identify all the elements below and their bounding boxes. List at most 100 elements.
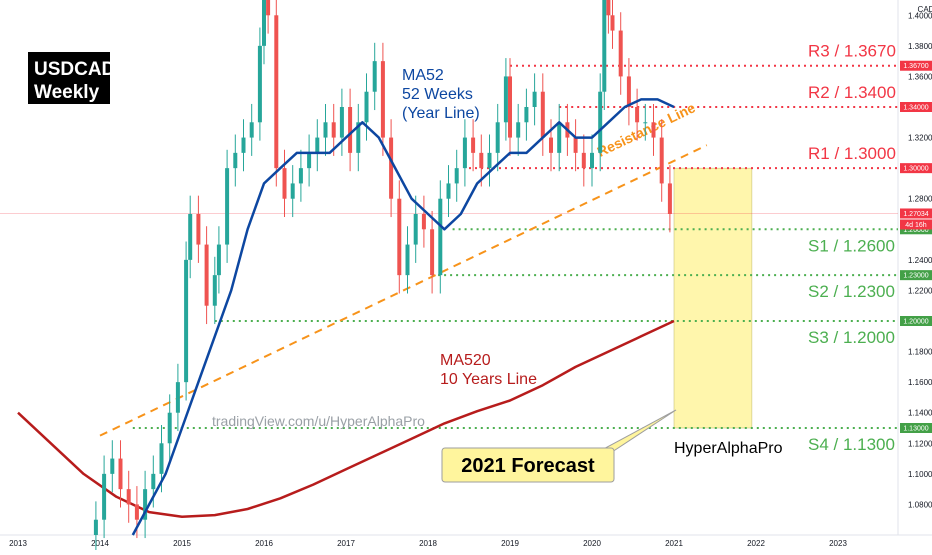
currency-label: CAD xyxy=(918,5,932,14)
y-tick-label: 1.22000 xyxy=(908,286,932,295)
support-label: S3 / 1.2000 xyxy=(808,328,895,347)
support-tag xyxy=(900,316,932,326)
y-tick-label: 1.32000 xyxy=(908,134,932,143)
candle-body xyxy=(290,183,295,199)
candle-body xyxy=(421,214,426,230)
support-label: S4 / 1.1300 xyxy=(808,435,895,454)
candle-body xyxy=(323,122,328,138)
candle-body xyxy=(549,137,553,153)
candle-body xyxy=(602,0,607,92)
ma520-label-title: MA520 xyxy=(440,352,491,369)
candle-body xyxy=(659,137,664,184)
resistance-tag xyxy=(900,102,932,112)
support-label: S2 / 1.2300 xyxy=(808,282,895,301)
support-tag xyxy=(900,270,932,281)
candle-body xyxy=(315,137,320,153)
candle-body xyxy=(516,122,521,138)
forecast-callout-text: 2021 Forecast xyxy=(461,455,595,477)
forecast-zone xyxy=(673,167,753,429)
title-symbol: USDCAD xyxy=(34,59,115,80)
candle-body xyxy=(204,244,209,306)
support-tag-text: 1.23000 xyxy=(903,273,928,280)
resistance-trendline xyxy=(99,144,708,437)
candle-body xyxy=(225,168,230,245)
candle-body xyxy=(298,168,303,184)
y-tick-label: 1.28000 xyxy=(908,195,932,204)
candle-body xyxy=(532,91,537,107)
y-tick-label: 1.18000 xyxy=(908,348,932,357)
time-axis: 2013 2014 2015 2016 2017 2018 2019 2020 2021 2022… xyxy=(0,534,932,548)
ma52-line xyxy=(131,98,675,536)
candle-body xyxy=(241,137,246,153)
ma52-label-title: MA52 xyxy=(402,67,444,84)
resistance-tag xyxy=(900,163,932,174)
y-tick-label: 1.24000 xyxy=(908,256,932,265)
candle-body xyxy=(212,275,217,306)
resistance-tag-text: 1.30000 xyxy=(903,166,928,173)
candle-body xyxy=(257,45,262,123)
y-tick-label: 1.38000 xyxy=(908,42,932,51)
candle-body xyxy=(102,473,107,520)
x-tick-label: 2014 xyxy=(91,539,109,548)
candle-body xyxy=(274,15,279,169)
callout-pointer xyxy=(574,409,677,453)
candle-body xyxy=(626,76,631,107)
candle-body xyxy=(216,244,221,276)
x-tick-label: 2013 xyxy=(9,539,27,548)
price-tags: 1.36700 1.34000 1.30000 1.26000 1.23000 1.200… xyxy=(900,60,932,433)
candle-body xyxy=(430,229,435,276)
candle-body xyxy=(126,489,131,505)
y-tick-label: 1.36000 xyxy=(908,72,932,81)
levels: R3 / 1.3670 R2 / 1.3400 R1 / 1.3000 S1 / 1.… xyxy=(0,42,898,454)
candle-body xyxy=(266,0,271,16)
candle-body xyxy=(438,198,443,276)
ma52-layer xyxy=(131,98,675,536)
forecast-box xyxy=(673,167,753,429)
countdown-text: 4d 16h xyxy=(905,222,927,229)
candle-body xyxy=(397,198,402,276)
candle-body xyxy=(262,0,266,46)
current-price-tag-text: 1.27034 xyxy=(903,211,928,218)
candle-body xyxy=(635,107,640,123)
trendline-label: Resistance Line xyxy=(595,99,698,160)
candle-body xyxy=(307,152,312,169)
candle-body xyxy=(356,122,361,153)
candle-body xyxy=(462,137,467,169)
candle-body xyxy=(667,183,672,214)
y-tick-label: 1.10000 xyxy=(908,470,932,479)
candle-body xyxy=(643,122,648,124)
candle-body xyxy=(471,137,476,153)
candle-body xyxy=(188,214,193,260)
candle-body xyxy=(339,107,344,138)
current-price-tag xyxy=(900,208,932,219)
support-tag-text: 1.20000 xyxy=(903,319,928,326)
candle-body xyxy=(134,504,139,520)
x-tick-label: 2022 xyxy=(747,539,765,548)
candle-body xyxy=(598,91,603,153)
candle-body xyxy=(380,61,385,138)
ma52-label-period: 52 Weeks xyxy=(402,86,473,103)
x-tick-label: 2023 xyxy=(829,539,847,548)
resistance-tag xyxy=(900,60,932,71)
candle-body xyxy=(167,412,172,444)
countdown-tag xyxy=(900,219,932,230)
candle-body xyxy=(540,91,545,138)
candle-body xyxy=(573,137,578,153)
y-tick-label: 1.08000 xyxy=(908,500,932,509)
candle-body xyxy=(610,15,615,31)
candle-body xyxy=(606,0,611,16)
candle-body xyxy=(524,107,529,123)
x-tick-label: 2015 xyxy=(173,539,191,548)
candle-body xyxy=(159,443,164,474)
candle-body xyxy=(479,152,484,169)
support-label: S1 / 1.2600 xyxy=(808,236,895,255)
y-tick-label: 1.40000 xyxy=(908,11,932,20)
candle-body xyxy=(590,152,594,169)
candle-body xyxy=(405,244,410,276)
resistance-tag-text: 1.34000 xyxy=(903,105,928,112)
candle-body xyxy=(110,458,115,474)
